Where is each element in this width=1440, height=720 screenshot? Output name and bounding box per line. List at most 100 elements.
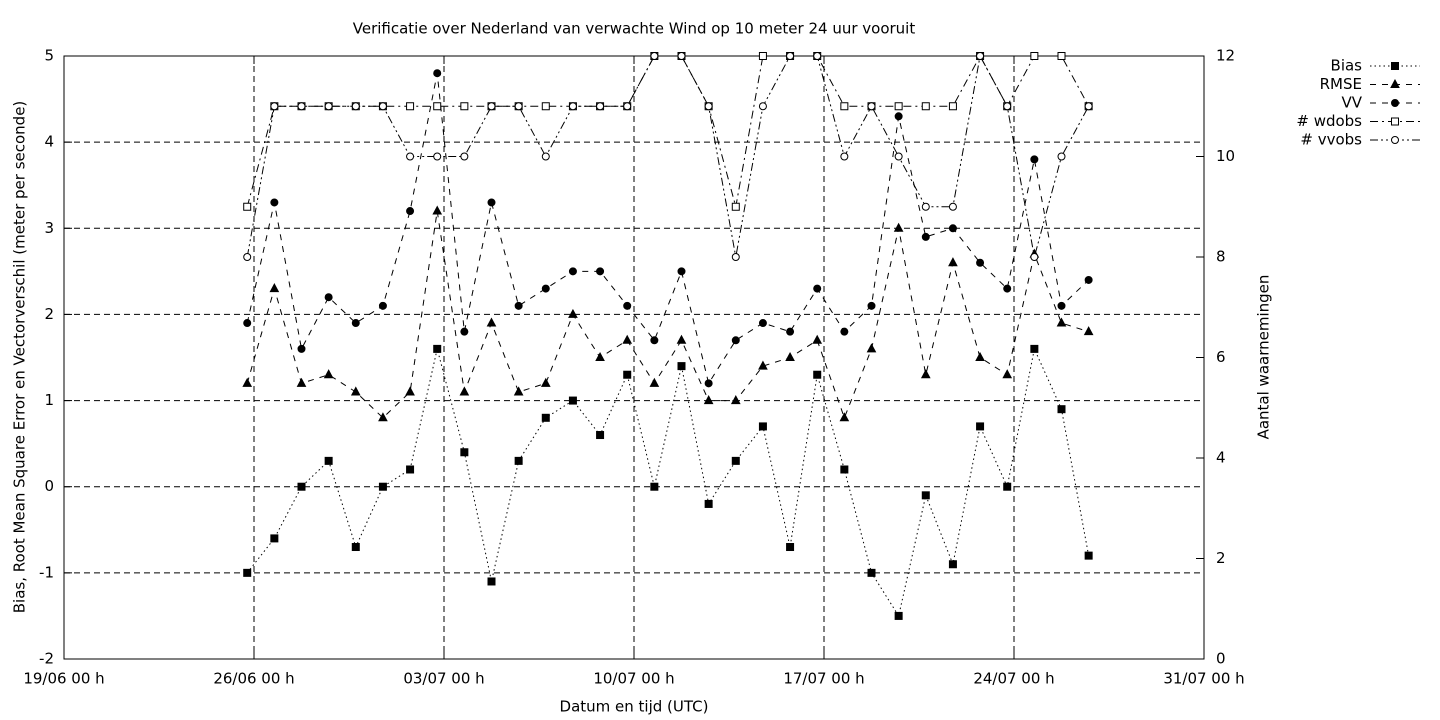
point (704, 499, 713, 508)
point (650, 336, 659, 345)
x-tick-label: 19/06 00 h (23, 670, 104, 688)
y-tick-label: -2 (39, 650, 54, 668)
point (1084, 102, 1093, 111)
point (270, 198, 279, 207)
point (948, 202, 957, 211)
legend-label: RMSE (1320, 75, 1362, 93)
x-tick-label: 26/06 00 h (213, 670, 294, 688)
point (1002, 369, 1013, 379)
point (1084, 275, 1093, 284)
point (406, 207, 415, 216)
point (921, 202, 930, 211)
point (324, 102, 333, 111)
point (406, 102, 415, 111)
point (270, 534, 279, 543)
point (866, 343, 877, 353)
point (433, 102, 442, 111)
point (948, 102, 957, 111)
point (460, 102, 469, 111)
point (568, 396, 577, 405)
y-tick-label: 5 (44, 47, 54, 65)
point (297, 102, 306, 111)
point (731, 336, 740, 345)
point (406, 465, 415, 474)
point (894, 152, 903, 161)
point (976, 258, 985, 267)
point (893, 222, 904, 232)
point (1057, 152, 1066, 161)
point (731, 253, 740, 261)
point (568, 308, 578, 318)
legend-marker (1391, 117, 1399, 126)
x-tick-label: 10/07 00 h (593, 670, 674, 688)
point (596, 431, 605, 440)
point (894, 102, 903, 111)
point (596, 102, 605, 111)
series-line (246, 54, 1090, 258)
point (731, 202, 740, 211)
point (677, 267, 686, 276)
x-tick-label: 03/07 00 h (403, 670, 484, 688)
y2-tick-label: 12 (1216, 47, 1235, 65)
point (650, 482, 659, 491)
point (243, 253, 252, 261)
point (514, 102, 523, 111)
legend-marker (1391, 99, 1399, 107)
point (269, 283, 280, 293)
point (297, 344, 306, 353)
point (623, 301, 632, 310)
point (1003, 284, 1012, 293)
point (921, 491, 930, 500)
point (867, 301, 876, 310)
point (487, 102, 496, 111)
point (243, 319, 252, 328)
legend-marker (1391, 136, 1399, 144)
y2-tick-label: 0 (1216, 650, 1226, 668)
point (840, 465, 849, 474)
point (786, 52, 795, 60)
point (351, 543, 360, 552)
x-tick-label: 24/07 00 h (973, 670, 1054, 688)
point (650, 52, 659, 60)
point (623, 102, 632, 111)
y2-tick-label: 2 (1216, 549, 1226, 567)
point (731, 456, 740, 465)
point (1003, 482, 1012, 491)
point (704, 379, 713, 388)
point (840, 327, 849, 336)
legend-label: # vvobs (1300, 131, 1362, 149)
point (677, 362, 686, 371)
legend-label: # wdobs (1296, 112, 1362, 130)
plot-border (63, 55, 1205, 660)
y2-tick-label: 4 (1216, 449, 1226, 467)
point (921, 102, 930, 111)
point (596, 267, 605, 276)
x-axis-label: Datum en tijd (UTC) (560, 698, 709, 716)
y-tick-label: 0 (44, 477, 54, 495)
y-axis-label: Bias, Root Mean Square Error en Vectorve… (11, 101, 29, 614)
point (1003, 102, 1012, 111)
point (813, 370, 822, 379)
point (839, 412, 850, 422)
series-line (246, 347, 1090, 618)
point (324, 293, 333, 302)
point (704, 102, 713, 111)
point (406, 152, 415, 161)
point (432, 205, 443, 215)
legend-label: Bias (1331, 57, 1363, 75)
y2-tick-label: 8 (1216, 248, 1226, 266)
point (487, 577, 496, 586)
point (1030, 155, 1039, 164)
point (378, 301, 387, 310)
point (976, 52, 985, 60)
point (1084, 551, 1093, 560)
point (1083, 326, 1094, 336)
point (405, 386, 415, 396)
point (1030, 253, 1039, 261)
point (460, 448, 469, 457)
point (324, 456, 333, 465)
x-tick-label: 17/07 00 h (783, 670, 864, 688)
point (513, 386, 524, 396)
